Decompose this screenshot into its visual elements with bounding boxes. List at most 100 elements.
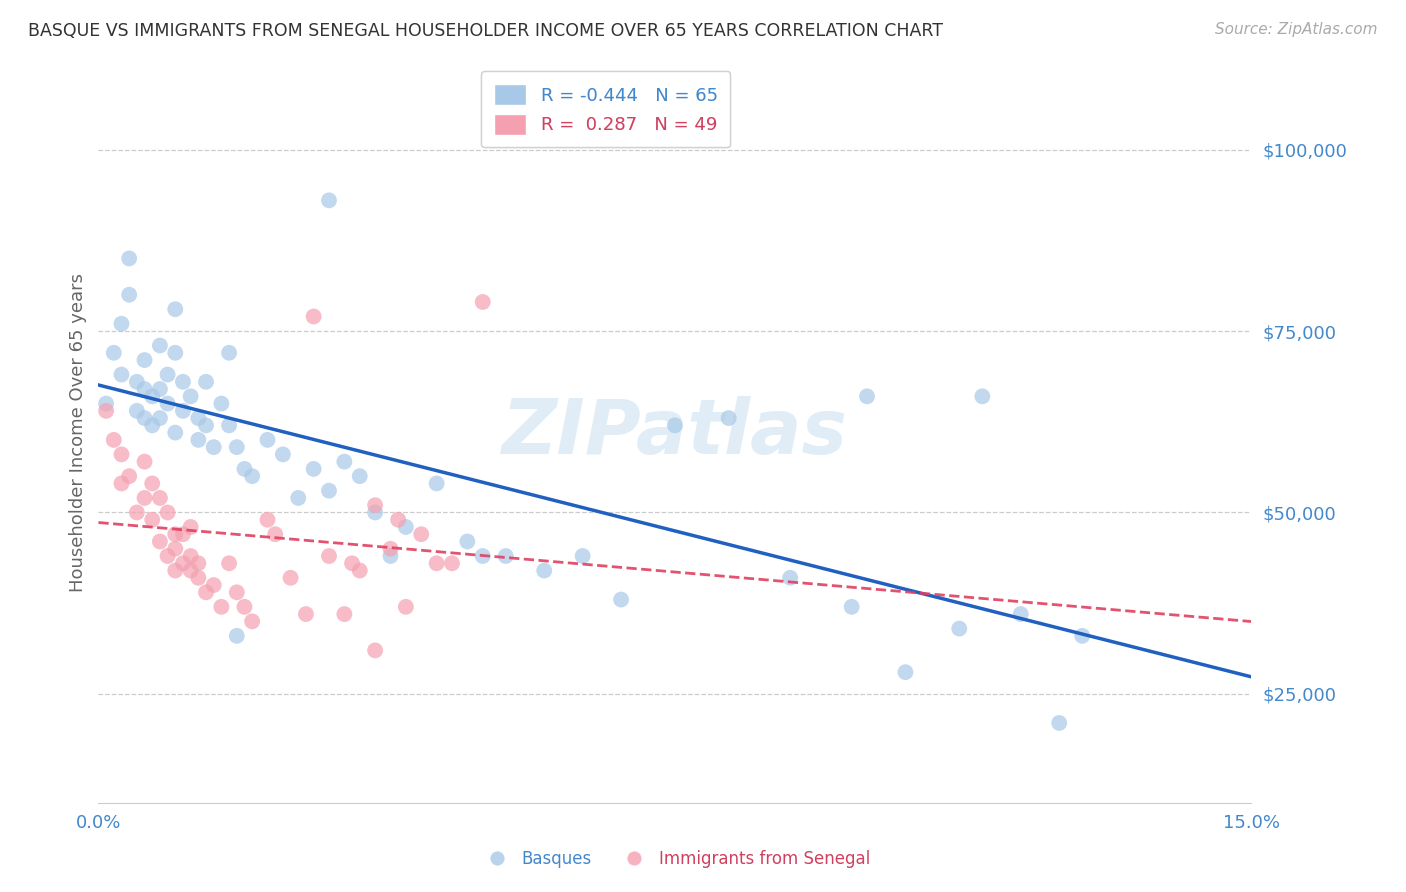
Point <box>156 549 179 563</box>
Point <box>364 498 387 512</box>
Point <box>225 585 247 599</box>
Point <box>340 556 363 570</box>
Point <box>172 404 194 418</box>
Point <box>894 665 917 680</box>
Point <box>426 556 449 570</box>
Point <box>256 513 278 527</box>
Point <box>779 571 801 585</box>
Point <box>195 585 218 599</box>
Point <box>180 389 202 403</box>
Point <box>218 418 240 433</box>
Point <box>187 556 209 570</box>
Point <box>94 404 117 418</box>
Point <box>256 433 278 447</box>
Point <box>110 476 132 491</box>
Point <box>172 375 194 389</box>
Point <box>134 491 156 505</box>
Point <box>264 527 287 541</box>
Point <box>318 194 340 208</box>
Point <box>134 353 156 368</box>
Point <box>495 549 517 563</box>
Point <box>471 295 494 310</box>
Point <box>349 564 371 578</box>
Point <box>209 599 232 614</box>
Point <box>187 433 209 447</box>
Legend: R = -0.444   N = 65, R =  0.287   N = 49: R = -0.444 N = 65, R = 0.287 N = 49 <box>481 71 730 147</box>
Point <box>195 375 218 389</box>
Point <box>165 564 187 578</box>
Point <box>187 411 209 425</box>
Point <box>456 534 478 549</box>
Point <box>856 389 879 403</box>
Point <box>287 491 309 505</box>
Point <box>218 345 240 359</box>
Point <box>380 541 402 556</box>
Text: Source: ZipAtlas.com: Source: ZipAtlas.com <box>1215 22 1378 37</box>
Point <box>134 455 156 469</box>
Y-axis label: Householder Income Over 65 years: Householder Income Over 65 years <box>69 273 87 592</box>
Point <box>571 549 593 563</box>
Point <box>271 447 294 461</box>
Point <box>302 462 325 476</box>
Point <box>172 556 194 570</box>
Point <box>103 345 125 359</box>
Point <box>110 447 132 461</box>
Point <box>948 622 970 636</box>
Point <box>333 607 356 621</box>
Point <box>225 629 247 643</box>
Point <box>380 549 402 563</box>
Point <box>172 527 194 541</box>
Point <box>125 404 148 418</box>
Legend: Basques, Immigrants from Senegal: Basques, Immigrants from Senegal <box>474 844 876 875</box>
Point <box>717 411 740 425</box>
Point <box>411 527 433 541</box>
Point <box>103 433 125 447</box>
Point <box>364 643 387 657</box>
Point <box>141 418 163 433</box>
Point <box>1071 629 1094 643</box>
Point <box>149 534 172 549</box>
Point <box>165 302 187 317</box>
Point <box>141 513 163 527</box>
Point <box>156 506 179 520</box>
Point <box>209 396 232 410</box>
Point <box>125 375 148 389</box>
Point <box>333 455 356 469</box>
Point <box>149 338 172 352</box>
Point <box>471 549 494 563</box>
Point <box>1010 607 1032 621</box>
Point <box>280 571 302 585</box>
Point <box>110 317 132 331</box>
Point <box>141 476 163 491</box>
Point <box>233 462 256 476</box>
Point <box>156 368 179 382</box>
Point <box>364 506 387 520</box>
Point <box>134 411 156 425</box>
Point <box>349 469 371 483</box>
Point <box>125 506 148 520</box>
Point <box>318 549 340 563</box>
Point <box>295 607 318 621</box>
Point <box>94 396 117 410</box>
Point <box>972 389 994 403</box>
Point <box>134 382 156 396</box>
Point <box>841 599 863 614</box>
Point <box>165 345 187 359</box>
Point <box>395 599 418 614</box>
Text: BASQUE VS IMMIGRANTS FROM SENEGAL HOUSEHOLDER INCOME OVER 65 YEARS CORRELATION C: BASQUE VS IMMIGRANTS FROM SENEGAL HOUSEH… <box>28 22 943 40</box>
Point <box>318 483 340 498</box>
Point <box>149 411 172 425</box>
Point <box>187 571 209 585</box>
Point <box>426 476 449 491</box>
Point <box>141 389 163 403</box>
Point <box>225 440 247 454</box>
Point <box>302 310 325 324</box>
Point <box>610 592 633 607</box>
Point <box>202 578 225 592</box>
Point <box>533 564 555 578</box>
Point <box>664 418 686 433</box>
Point <box>195 418 218 433</box>
Point <box>440 556 463 570</box>
Point <box>180 564 202 578</box>
Point <box>180 549 202 563</box>
